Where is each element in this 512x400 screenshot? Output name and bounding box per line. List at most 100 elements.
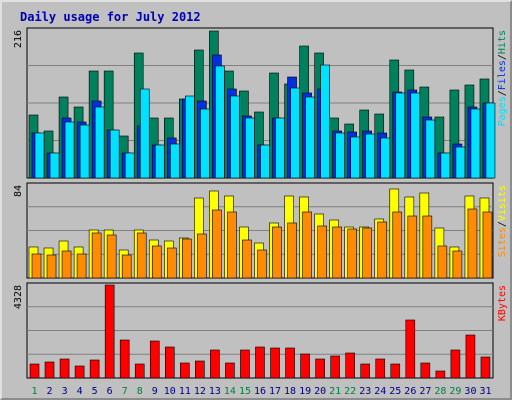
pages-bar-day-15 bbox=[245, 117, 255, 179]
kbytes-bar-day-22 bbox=[345, 352, 355, 379]
x-tick-label-day-19: 19 bbox=[299, 386, 311, 397]
kbytes-bar-day-19 bbox=[300, 353, 310, 379]
sites-bar-day-17 bbox=[272, 226, 282, 279]
sites-bar-day-3 bbox=[61, 250, 72, 279]
sites-bar-day-2 bbox=[46, 254, 57, 279]
pages-bar-day-25 bbox=[395, 92, 406, 179]
pages-bar-day-9 bbox=[154, 144, 165, 179]
kbytes-bar-day-16 bbox=[255, 346, 265, 379]
x-tick-label-day-1: 1 bbox=[32, 386, 38, 397]
kbytes-bar-day-9 bbox=[149, 340, 160, 379]
x-tick-label-day-30: 30 bbox=[464, 386, 476, 397]
kbytes-bar-day-28 bbox=[435, 370, 446, 379]
pages-bar-day-29 bbox=[455, 146, 466, 179]
x-tick-label-day-12: 12 bbox=[194, 386, 206, 397]
kbytes-bar-day-31 bbox=[480, 356, 491, 379]
pages-bar-day-2 bbox=[49, 152, 60, 179]
sites-bar-day-16 bbox=[257, 249, 267, 279]
x-tick-label-day-31: 31 bbox=[479, 386, 491, 397]
x-tick-label-day-8: 8 bbox=[137, 386, 143, 397]
pages-bar-day-22 bbox=[350, 136, 360, 179]
kbytes-bar-day-20 bbox=[315, 358, 325, 379]
pages-bar-day-14 bbox=[230, 95, 240, 179]
kbytes-bar-day-12 bbox=[195, 360, 205, 379]
x-tick-label-day-18: 18 bbox=[284, 386, 296, 397]
pages-bar-day-3 bbox=[64, 121, 75, 179]
pages-bar-day-26 bbox=[410, 92, 421, 179]
x-tick-label-day-25: 25 bbox=[389, 386, 401, 397]
sites-bar-day-14 bbox=[227, 211, 237, 279]
kbytes-bar-day-18 bbox=[285, 347, 295, 379]
x-tick-label-day-22: 22 bbox=[344, 386, 356, 397]
kbytes-bar-day-4 bbox=[74, 365, 85, 379]
pages-bar-day-28 bbox=[440, 152, 451, 179]
legend-entry-slash: / bbox=[497, 90, 508, 96]
pages-bar-day-11 bbox=[185, 95, 195, 179]
sites-bar-day-11 bbox=[182, 238, 192, 279]
pages-bar-day-7 bbox=[124, 152, 135, 179]
kbytes-bar-day-29 bbox=[450, 349, 461, 379]
panel-3-legend: KBytes bbox=[497, 285, 508, 321]
kbytes-bar-day-30 bbox=[465, 334, 476, 379]
sites-bar-day-6 bbox=[106, 234, 117, 279]
x-tick-label-day-23: 23 bbox=[359, 386, 371, 397]
pages-bar-day-24 bbox=[380, 137, 391, 179]
pages-bar-day-6 bbox=[109, 129, 120, 179]
legend-entry-files: Files bbox=[497, 60, 508, 90]
x-tick-label-day-3: 3 bbox=[62, 386, 68, 397]
x-tick-label-day-7: 7 bbox=[122, 386, 128, 397]
pages-bar-day-5 bbox=[94, 106, 105, 179]
panel-1-legend: Pages/Files/Hits bbox=[497, 30, 508, 126]
legend-entry-slash: / bbox=[497, 221, 508, 227]
kbytes-bar-day-21 bbox=[330, 355, 340, 379]
kbytes-bar-day-6 bbox=[104, 284, 115, 379]
x-tick-label-day-2: 2 bbox=[47, 386, 53, 397]
kbytes-bar-day-14 bbox=[225, 362, 235, 379]
x-tick-label-day-29: 29 bbox=[449, 386, 461, 397]
x-tick-label-day-14: 14 bbox=[224, 386, 236, 397]
sites-bar-day-25 bbox=[392, 211, 403, 279]
kbytes-bar-day-10 bbox=[164, 346, 175, 379]
sites-bar-day-15 bbox=[242, 239, 252, 279]
pages-bar-day-8 bbox=[139, 88, 150, 179]
sites-bar-day-28 bbox=[437, 245, 448, 279]
kbytes-bar-day-11 bbox=[180, 362, 190, 379]
kbytes-bar-day-13 bbox=[210, 349, 220, 379]
sites-bar-day-23 bbox=[362, 227, 373, 279]
sites-bar-day-27 bbox=[422, 215, 433, 279]
panel-2-max-label: 84 bbox=[13, 185, 24, 197]
x-tick-label-day-9: 9 bbox=[152, 386, 158, 397]
sites-bar-day-21 bbox=[332, 226, 342, 279]
x-tick-label-day-21: 21 bbox=[329, 386, 341, 397]
x-tick-label-day-26: 26 bbox=[404, 386, 416, 397]
legend-entry-kbytes: KBytes bbox=[497, 285, 508, 321]
legend-entry-hits: Hits bbox=[497, 30, 508, 54]
pages-bar-day-30 bbox=[470, 108, 481, 179]
pages-bar-day-19 bbox=[305, 96, 315, 179]
sites-bar-day-12 bbox=[197, 233, 207, 279]
legend-entry-sites: Sites bbox=[497, 227, 508, 257]
kbytes-bar-day-26 bbox=[405, 319, 416, 379]
sites-bar-day-19 bbox=[302, 211, 312, 279]
pages-bar-day-23 bbox=[365, 133, 376, 179]
x-tick-label-day-16: 16 bbox=[254, 386, 266, 397]
x-tick-label-day-24: 24 bbox=[374, 386, 386, 397]
legend-entry-pages: Pages bbox=[497, 96, 508, 126]
pages-bar-day-4 bbox=[79, 124, 90, 179]
sites-bar-day-9 bbox=[151, 245, 162, 279]
pages-bar-day-16 bbox=[260, 144, 270, 179]
sites-bar-day-26 bbox=[407, 215, 418, 279]
kbytes-bar-day-5 bbox=[89, 359, 100, 379]
x-tick-label-day-5: 5 bbox=[92, 386, 98, 397]
kbytes-bar-day-25 bbox=[390, 363, 401, 379]
pages-bar-day-27 bbox=[425, 119, 436, 179]
sites-bar-day-31 bbox=[482, 211, 493, 279]
kbytes-bar-day-2 bbox=[44, 361, 55, 379]
sites-bar-day-5 bbox=[91, 232, 102, 279]
pages-bar-day-1 bbox=[34, 132, 45, 179]
kbytes-bar-day-17 bbox=[270, 347, 280, 379]
x-tick-label-day-13: 13 bbox=[209, 386, 221, 397]
pages-bar-day-10 bbox=[169, 143, 180, 179]
